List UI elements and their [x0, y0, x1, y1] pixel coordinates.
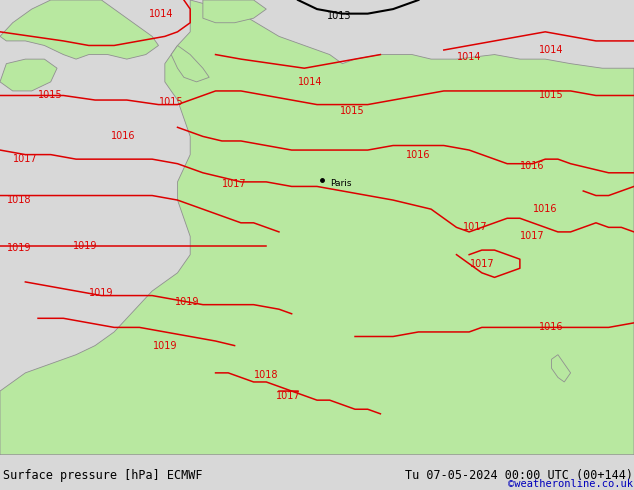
Polygon shape	[552, 355, 571, 382]
Polygon shape	[203, 0, 266, 23]
Text: 1017: 1017	[13, 154, 37, 164]
Text: 1017: 1017	[223, 179, 247, 189]
Text: 1018: 1018	[254, 370, 278, 380]
Text: Tu 07-05-2024 00:00 UTC (00+144): Tu 07-05-2024 00:00 UTC (00+144)	[404, 469, 633, 482]
Polygon shape	[0, 0, 634, 455]
Text: 1014: 1014	[457, 52, 481, 62]
Text: 1015: 1015	[39, 91, 63, 100]
Text: Surface pressure [hPa] ECMWF: Surface pressure [hPa] ECMWF	[3, 469, 203, 482]
Text: 1016: 1016	[112, 131, 136, 142]
Text: 1015: 1015	[159, 98, 183, 107]
Text: 1014: 1014	[150, 9, 174, 19]
Text: 1017: 1017	[463, 222, 488, 232]
Text: 1019: 1019	[7, 243, 31, 253]
Text: 1017: 1017	[276, 391, 301, 401]
Text: 1019: 1019	[175, 297, 199, 307]
Text: 1017: 1017	[470, 259, 494, 269]
Text: 1017: 1017	[521, 231, 545, 242]
Text: 1019: 1019	[89, 288, 113, 298]
Text: 1018: 1018	[7, 195, 31, 205]
Text: 1014: 1014	[540, 45, 564, 55]
Polygon shape	[0, 0, 158, 59]
Text: ©weatheronline.co.uk: ©weatheronline.co.uk	[508, 479, 633, 490]
Text: Paris: Paris	[330, 179, 351, 189]
Text: 1014: 1014	[299, 77, 323, 87]
Text: 1016: 1016	[521, 161, 545, 171]
Text: 1016: 1016	[540, 322, 564, 332]
Polygon shape	[171, 46, 209, 82]
Text: 1019: 1019	[74, 241, 98, 250]
Polygon shape	[0, 59, 57, 91]
Text: 1016: 1016	[533, 204, 557, 214]
Text: 1013: 1013	[327, 11, 351, 21]
Text: 1019: 1019	[153, 341, 177, 350]
Text: 1015: 1015	[340, 106, 364, 117]
Text: 1016: 1016	[406, 149, 430, 160]
Text: 1015: 1015	[540, 91, 564, 100]
